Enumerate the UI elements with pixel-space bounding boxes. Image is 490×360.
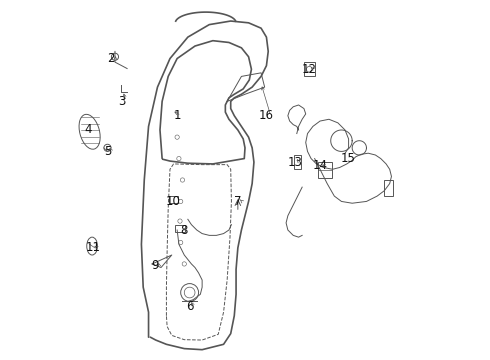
Text: 14: 14	[313, 159, 327, 172]
Text: 9: 9	[151, 259, 159, 272]
Text: 4: 4	[84, 123, 92, 136]
Text: 6: 6	[186, 300, 194, 313]
Text: 1: 1	[173, 109, 181, 122]
Text: 3: 3	[118, 95, 125, 108]
Text: 5: 5	[104, 145, 111, 158]
Text: 12: 12	[302, 63, 317, 76]
Text: 2: 2	[107, 52, 115, 65]
Text: 10: 10	[166, 195, 180, 208]
Text: 16: 16	[259, 109, 274, 122]
Text: 15: 15	[341, 152, 356, 165]
Text: 11: 11	[86, 241, 100, 255]
Text: 13: 13	[288, 156, 302, 168]
Text: 7: 7	[234, 195, 242, 208]
Text: 8: 8	[181, 224, 188, 237]
